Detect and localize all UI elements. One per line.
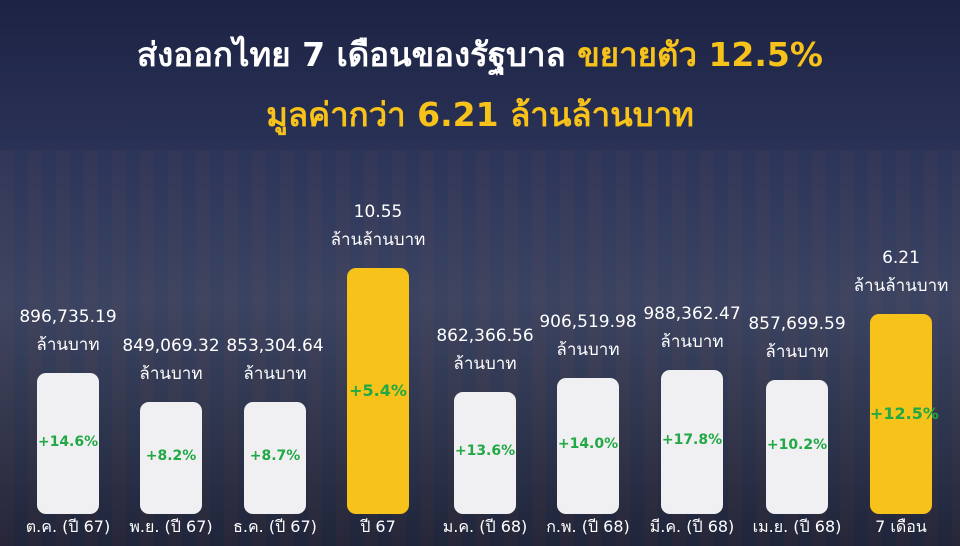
growth-label: +10.2%	[766, 437, 828, 453]
bar-item: 857,699.59 ล้านบาท +10.2% เม.ย. (ปี 68)	[747, 0, 847, 546]
period-label: พ.ย. (ปี 67)	[129, 517, 213, 536]
growth-label: +17.8%	[661, 432, 723, 448]
subtitle: มูลค่ากว่า 6.21 ล้านล้านบาท	[266, 95, 694, 134]
bar: +17.8%	[661, 370, 723, 514]
growth-label: +8.2%	[145, 448, 197, 464]
period-label: ม.ค. (ปี 68)	[442, 517, 528, 536]
value-label: 857,699.59	[748, 314, 846, 334]
title: ส่งออกไทย 7 เดือนของรัฐบาล ขยายตัว 12.5%	[0, 28, 960, 81]
bar: +10.2%	[766, 380, 828, 514]
unit-label: ล้านบาท	[36, 335, 100, 355]
period-label: ปี 67	[360, 517, 396, 536]
unit-label: ล้านล้านบาท	[330, 230, 426, 250]
bar-item: 988,362.47 ล้านบาท +17.8% มี.ค. (ปี 68)	[642, 0, 742, 546]
unit-label: ล้านล้านบาท	[853, 276, 949, 296]
bar-item: 896,735.19 ล้านบาท +14.6% ต.ค. (ปี 67)	[18, 0, 118, 546]
value-label: 896,735.19	[19, 307, 117, 327]
value-label: 988,362.47	[643, 304, 741, 324]
value-label: 849,069.32	[122, 336, 220, 356]
bar: +8.2%	[140, 402, 202, 514]
bar-item: 6.21 ล้านล้านบาท +12.5% 7 เดือน	[851, 0, 951, 546]
growth-label: +14.0%	[557, 436, 619, 452]
unit-label: ล้านบาท	[556, 340, 620, 360]
value-label: 6.21	[882, 248, 920, 268]
bar-item: 849,069.32 ล้านบาท +8.2% พ.ย. (ปี 67)	[121, 0, 221, 546]
unit-label: ล้านบาท	[453, 354, 517, 374]
bar: +13.6%	[454, 392, 516, 514]
value-label: 10.55	[353, 202, 403, 222]
value-label: 853,304.64	[226, 336, 324, 356]
bar-item: 862,366.56 ล้านบาท +13.6% ม.ค. (ปี 68)	[435, 0, 535, 546]
growth-label: +5.4%	[349, 381, 407, 400]
growth-label: +8.7%	[249, 448, 301, 464]
bar: +12.5%	[870, 314, 939, 514]
period-label: 7 เดือน	[875, 517, 927, 536]
unit-label: ล้านบาท	[660, 332, 724, 352]
title-highlight: ขยายตัว 12.5%	[577, 35, 823, 74]
unit-label: ล้านบาท	[765, 342, 829, 362]
unit-label: ล้านบาท	[243, 364, 307, 384]
value-label: 906,519.98	[539, 312, 637, 332]
bar-item: 906,519.98 ล้านบาท +14.0% ก.พ. (ปี 68)	[538, 0, 638, 546]
period-label: ก.พ. (ปี 68)	[546, 517, 630, 536]
unit-label: ล้านบาท	[139, 364, 203, 384]
growth-label: +14.6%	[37, 433, 99, 450]
bar: +14.0%	[557, 378, 619, 514]
period-label: ธ.ค. (ปี 67)	[233, 517, 317, 536]
bar-item: 853,304.64 ล้านบาท +8.7% ธ.ค. (ปี 67)	[225, 0, 325, 546]
period-label: เม.ย. (ปี 68)	[752, 517, 842, 536]
growth-label: +13.6%	[454, 443, 516, 459]
period-label: มี.ค. (ปี 68)	[649, 517, 735, 536]
bar: +14.6%	[37, 373, 99, 514]
bar: +8.7%	[244, 402, 306, 514]
growth-label: +12.5%	[870, 404, 939, 423]
bar: +5.4%	[347, 268, 409, 514]
value-label: 862,366.56	[436, 326, 534, 346]
title-part: ส่งออกไทย 7 เดือนของรัฐบาล	[137, 35, 566, 74]
bar-item: 10.55 ล้านล้านบาท +5.4% ปี 67	[328, 0, 428, 546]
period-label: ต.ค. (ปี 67)	[25, 517, 111, 536]
